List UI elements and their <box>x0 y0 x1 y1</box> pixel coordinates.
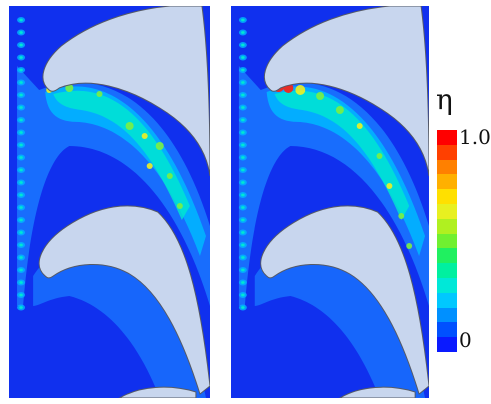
jet-core <box>19 218 23 222</box>
jet-core <box>241 256 245 259</box>
jet-core <box>19 56 23 59</box>
jet-core <box>241 68 245 72</box>
jet-core <box>241 193 245 197</box>
jet-core <box>19 156 23 159</box>
jet-core <box>241 43 245 47</box>
jet-core <box>19 18 23 22</box>
colorbar-segment <box>437 322 457 338</box>
jet-core <box>19 118 23 122</box>
jet-core <box>241 93 245 97</box>
jet-core <box>19 143 23 147</box>
colorbar-segment <box>437 292 457 308</box>
hot-spot <box>125 122 134 130</box>
jet-core <box>19 68 23 72</box>
jet-core <box>19 168 23 172</box>
colorbar-segment <box>437 248 457 264</box>
wake-outer <box>238 66 429 306</box>
colorbar-max-label: 1.0 <box>459 125 491 149</box>
jet-core <box>241 168 245 172</box>
jet-core <box>241 181 245 184</box>
colorbar-min-label: 0 <box>459 328 472 352</box>
jet-core <box>19 231 23 234</box>
blade-upper <box>42 6 210 177</box>
jet-core <box>241 106 245 109</box>
jet-core <box>19 43 23 47</box>
jet-core <box>19 131 23 134</box>
jet-core <box>241 206 245 209</box>
jet-core <box>19 206 23 209</box>
hot-spot <box>335 106 344 114</box>
jet-core <box>19 81 23 84</box>
colorbar-segment <box>437 277 457 293</box>
jet-core <box>241 306 245 309</box>
hot-spot <box>295 85 306 95</box>
blade-lower <box>338 386 416 398</box>
contour-panel-left <box>9 6 210 398</box>
jet-core <box>241 243 245 247</box>
jet-core <box>241 56 245 59</box>
hot-spot <box>176 203 183 209</box>
hot-spot <box>96 91 103 97</box>
hot-spot <box>386 183 393 189</box>
colorbar-title: η <box>436 83 453 116</box>
colorbar-segment <box>437 263 457 278</box>
colorbar-segment <box>437 189 457 204</box>
jet-core <box>19 306 23 309</box>
jet-core <box>19 256 23 259</box>
hot-spot <box>166 173 173 179</box>
hot-spot <box>356 123 363 129</box>
jet-core <box>241 218 245 222</box>
colorbar-segment <box>437 307 457 323</box>
colorbar-segment <box>437 130 457 145</box>
jet-core <box>241 268 245 272</box>
colorbar-segment <box>437 174 457 190</box>
jet-core <box>241 143 245 147</box>
blade-middle <box>260 205 429 395</box>
jet-core <box>241 131 245 134</box>
colorbar-segment <box>437 159 457 175</box>
jet-core <box>19 281 23 284</box>
jet-core <box>19 268 23 272</box>
jet-core <box>19 193 23 197</box>
hot-spot <box>155 142 164 150</box>
colorbar-segment <box>437 233 457 249</box>
hot-spot <box>316 92 325 100</box>
colorbar <box>437 130 457 352</box>
blade-lower <box>118 386 197 398</box>
hot-spot <box>376 153 383 159</box>
hot-spot <box>141 133 148 139</box>
jet-core <box>19 181 23 184</box>
hot-spot <box>406 243 413 249</box>
wake-inner <box>53 90 190 221</box>
jet-core <box>19 243 23 247</box>
jet-core <box>241 81 245 84</box>
jet-core <box>241 18 245 22</box>
jet-core <box>19 293 23 297</box>
hot-spot <box>146 163 153 169</box>
jet-core <box>241 31 245 34</box>
jet-core <box>241 156 245 159</box>
jet-core <box>19 31 23 34</box>
blade-upper <box>263 6 429 177</box>
colorbar-segment <box>437 218 457 234</box>
hot-spot <box>398 213 405 219</box>
contour-panel-right <box>231 6 429 398</box>
jet-core <box>241 118 245 122</box>
jet-core <box>241 231 245 234</box>
colorbar-segment <box>437 203 457 219</box>
jet-core <box>19 106 23 109</box>
jet-core <box>241 281 245 284</box>
wake-outer <box>17 66 210 306</box>
blade-middle <box>38 205 210 395</box>
jet-core <box>241 293 245 297</box>
colorbar-segment <box>437 337 457 352</box>
flow-field-right <box>231 6 429 398</box>
flow-field-left <box>9 6 210 398</box>
hot-spot <box>65 84 74 92</box>
jet-core <box>19 93 23 97</box>
colorbar-segment <box>437 144 457 160</box>
